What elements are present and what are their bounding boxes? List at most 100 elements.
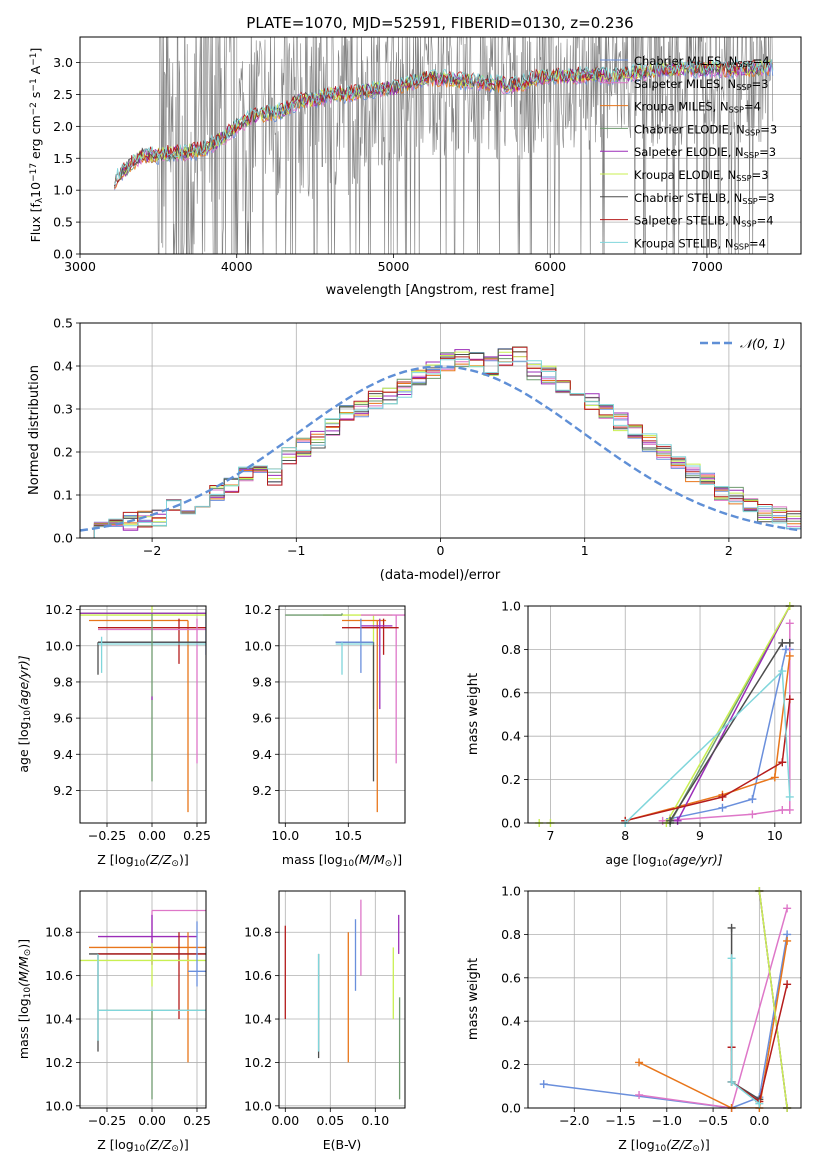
series-salpeter-miles-marker: [783, 904, 792, 913]
massweight-vs-metallicity-panel: −2.0 −1.5 −1.0 −0.5 0.0 0.0 0.2 0.4 0.6 0.8 1.0 Z […: [466, 884, 802, 1154]
y-tick-label: 2.5: [53, 87, 73, 102]
y-tick-label: 9.8: [252, 674, 272, 689]
series-kroupa-stelib-marker: [727, 954, 736, 963]
series-salpeter-miles-marker: [748, 810, 757, 819]
x-axis-label: wavelength [Angstrom, rest frame]: [326, 283, 555, 298]
series-salpeter-stelib-marker: [718, 792, 727, 801]
y-tick-label: 9.2: [53, 783, 73, 798]
plot-frame: [79, 605, 207, 824]
series-chabrier-stelib-line: [730, 927, 760, 1100]
series-salpeter-stelib-marker: [778, 758, 787, 767]
x-axis-label: age [log10(age/yr)]: [605, 852, 722, 869]
plot-frame: [79, 890, 207, 1109]
residuals-panel: −2 −1 0 1 2 0.0 0.1 0.2 0.3 0.4 0.5 𝒩(0, 1) Normed d…: [27, 316, 802, 583]
series-chabrier-stelib-marker: [785, 638, 794, 647]
y-tick-label: 10.6: [45, 968, 73, 983]
x-tick-label: 0: [437, 543, 445, 558]
y-tick-label: 0.6: [501, 685, 521, 700]
x-tick-label: 7: [546, 828, 554, 843]
series-chabrier-miles-marker: [748, 795, 757, 804]
series-kroupa-miles-marker: [635, 1058, 644, 1067]
y-tick-label: 9.2: [252, 783, 272, 798]
y-tick-label: 10.8: [45, 925, 73, 940]
x-tick-label: 0.10: [361, 1113, 389, 1128]
x-axis-label: Z [log10(Z/Z⊙)]: [97, 852, 188, 869]
y-tick-label: 9.6: [53, 711, 73, 726]
series-chabrier-stelib-marker: [727, 923, 736, 932]
x-tick-label: 3000: [64, 259, 96, 274]
spectrum-panel: 3000 4000 5000 6000 7000 0.0 0.5 1.0 1.5 2.0 2.5 3.…: [28, 36, 802, 298]
plot-frame: [79, 322, 802, 539]
histogram-kroupa-stelib: [80, 358, 801, 538]
y-tick-label: 1.0: [53, 183, 73, 198]
y-tick-label: 0.2: [53, 445, 73, 460]
y-tick-label: 3.0: [53, 55, 73, 70]
x-axis-label: Z [log10(Z/Z⊙)]: [618, 1137, 709, 1154]
x-tick-label: −0.25: [88, 828, 126, 843]
series-salpeter-miles-marker: [778, 805, 787, 814]
x-tick-label: 0.25: [183, 1113, 211, 1128]
y-tick-label: 10.4: [244, 1012, 272, 1027]
y-tick-label: 10.2: [244, 602, 272, 617]
figure-title: PLATE=1070, MJD=52591, FIBERID=0130, z=0…: [246, 14, 633, 32]
x-tick-label: 0.0: [749, 1113, 769, 1128]
series-kroupa-miles-marker: [785, 651, 794, 660]
y-tick-label: 0.2: [501, 772, 521, 787]
plot-frame: [79, 36, 802, 255]
x-tick-label: 2: [725, 543, 733, 558]
y-tick-label: 10.0: [45, 638, 73, 653]
y-tick-label: 0.6: [501, 970, 521, 985]
x-tick-label: 10: [767, 828, 783, 843]
y-tick-label: 0.0: [53, 247, 73, 262]
series-chabrier-miles-marker: [718, 803, 727, 812]
x-tick-label: −0.5: [698, 1113, 728, 1128]
legend-gaussian-label: 𝒩(0, 1): [740, 336, 786, 351]
y-tick-label: 9.4: [53, 747, 73, 762]
series-kroupa-stelib-marker: [727, 1077, 736, 1086]
y-tick-label: 10.2: [45, 602, 73, 617]
x-tick-label: 1: [581, 543, 589, 558]
y-tick-label: 0.2: [501, 1057, 521, 1072]
x-tick-label: 0.00: [138, 828, 166, 843]
x-tick-label: 10.0: [271, 828, 299, 843]
observed-spectrum-line: [114, 37, 774, 254]
x-tick-label: 4000: [221, 259, 253, 274]
y-tick-label: 1.0: [501, 599, 521, 614]
x-tick-label: −0.25: [88, 1113, 126, 1128]
y-axis-label: age [log10(age/yr)]: [16, 655, 33, 772]
series-kroupa-stelib-marker: [755, 1099, 764, 1108]
series-kroupa-stelib-line: [730, 958, 760, 1105]
x-tick-label: 0.00: [138, 1113, 166, 1128]
mass-vs-ebv-panel: 0.00 0.05 0.10 10.0 10.2 10.4 10.6 10.8 E(B-V): [244, 890, 406, 1152]
y-tick-label: 0.4: [53, 359, 73, 374]
x-tick-label: 7000: [691, 259, 723, 274]
y-tick-label: 2.0: [53, 119, 73, 134]
model-kroupa-stelib-line: [114, 58, 774, 186]
x-axis-label: (data-model)/error: [380, 568, 501, 583]
legend-kroupa-stelib-label: Kroupa STELIB, NSSP=4: [634, 236, 766, 251]
plot-frame: [527, 890, 802, 1109]
y-tick-label: 1.5: [53, 151, 73, 166]
y-axis-label: Normed distribution: [27, 365, 42, 495]
y-tick-label: 0.1: [53, 488, 73, 503]
y-tick-label: 10.0: [45, 1098, 73, 1113]
x-tick-label: −2: [143, 543, 161, 558]
y-axis-label: mass weight: [466, 673, 481, 755]
series-kroupa-miles-marker: [770, 773, 779, 782]
gaussian-curve: [80, 365, 801, 532]
series-chabrier-stelib-marker: [778, 638, 787, 647]
y-tick-label: 0.4: [501, 729, 521, 744]
y-tick-label: 10.8: [244, 925, 272, 940]
series-chabrier-miles-line: [543, 934, 788, 1108]
y-tick-label: 9.6: [252, 711, 272, 726]
x-tick-label: 10.5: [334, 828, 362, 843]
plot-frame: [278, 605, 406, 824]
y-tick-label: 10.4: [45, 1012, 73, 1027]
x-tick-label: −1.5: [605, 1113, 635, 1128]
massweight-vs-age-panel: 7 8 9 10 0.0 0.2 0.4 0.6 0.8 1.0 age [log10(age/yr…: [466, 599, 802, 869]
x-tick-label: 0.00: [271, 1113, 299, 1128]
series-kroupa-miles-line: [625, 655, 791, 822]
series-kroupa-elodie-line: [665, 606, 791, 823]
series-kroupa-elodie-line: [758, 891, 788, 1108]
